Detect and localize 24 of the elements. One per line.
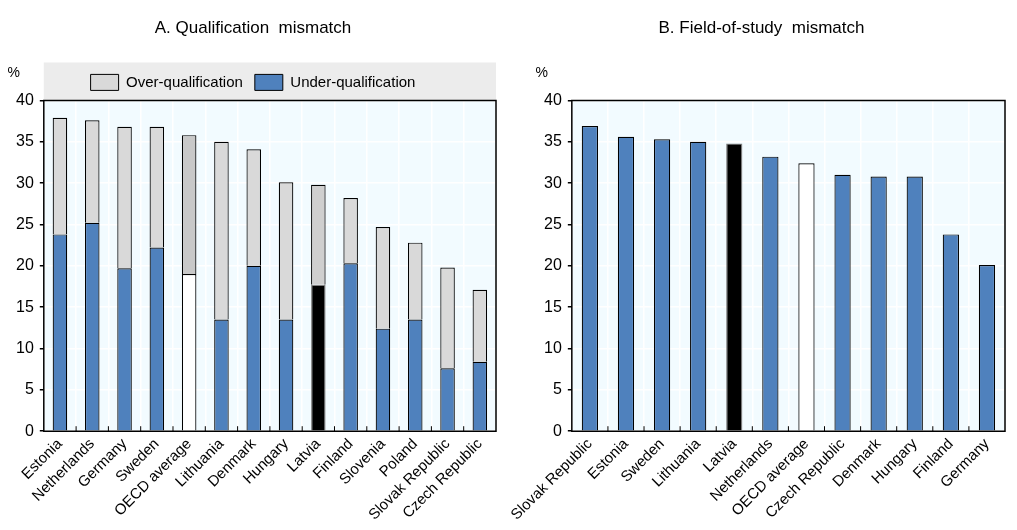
legend-label: Over-qualification [126, 72, 243, 90]
y-tick-label: 20 [16, 256, 34, 274]
y-tick-label: 5 [24, 380, 34, 398]
y-tick-label: 5 [552, 380, 562, 398]
y-tick-label: 35 [16, 132, 34, 150]
y-tick-label: 0 [552, 421, 562, 439]
y-tick-label: 10 [544, 338, 562, 356]
y-tick-label: 20 [544, 256, 562, 274]
chart-title: A. Qualification mismatch [154, 17, 352, 37]
y-tick-label: 35 [544, 132, 562, 150]
y-axis-title: % [7, 64, 21, 81]
y-tick-label: 30 [16, 173, 34, 191]
chart-title: B. Field-of-study mismatch [658, 17, 865, 37]
y-tick-label: 0 [24, 421, 34, 439]
y-tick-label: 10 [16, 338, 34, 356]
y-tick-label: 25 [16, 214, 34, 232]
y-tick-label: 15 [16, 297, 34, 315]
y-axis-title: % [535, 64, 549, 81]
y-tick-label: 15 [544, 297, 562, 315]
legend-label: Under-qualification [290, 72, 416, 90]
y-tick-label: 25 [544, 214, 562, 232]
y-tick-label: 30 [544, 173, 562, 191]
y-tick-label: 40 [16, 90, 34, 108]
y-tick-label: 40 [544, 90, 562, 108]
